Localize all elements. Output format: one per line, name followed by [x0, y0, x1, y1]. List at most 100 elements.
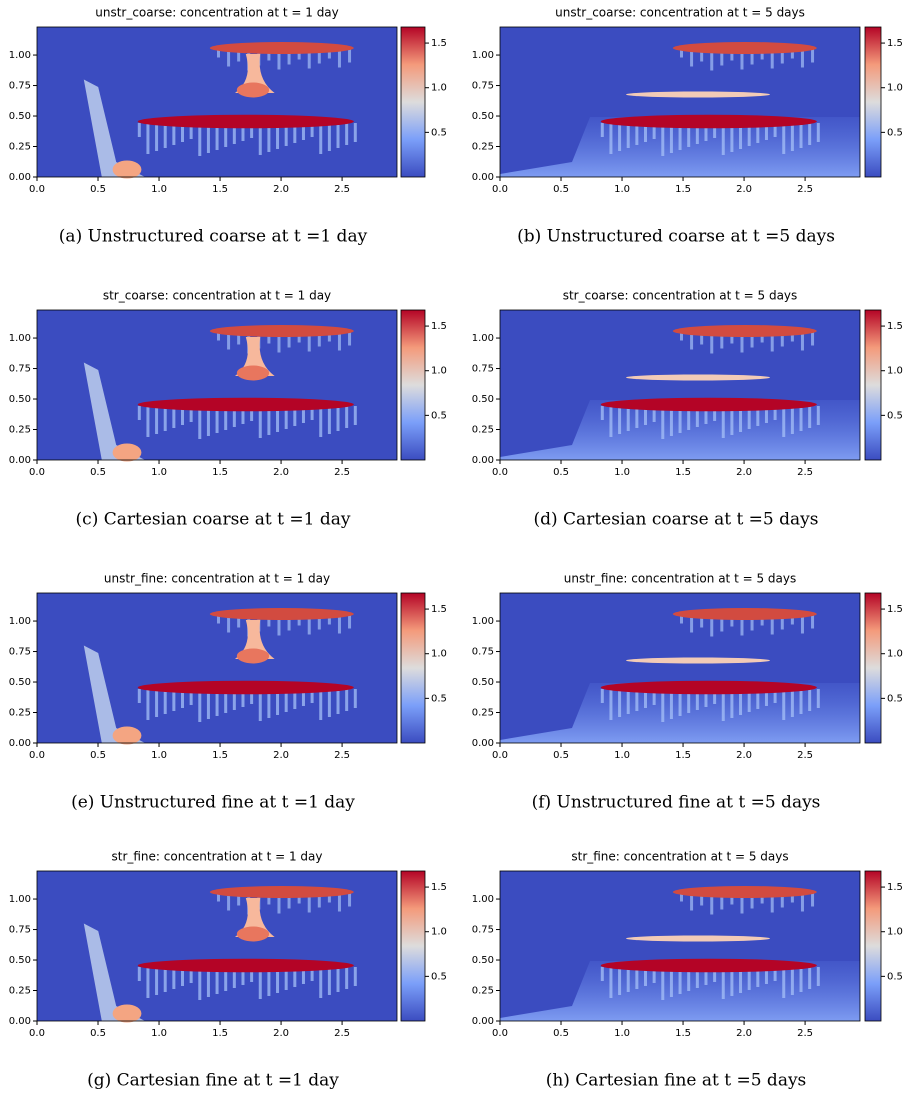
concentration-field	[730, 615, 734, 627]
concentration-field	[237, 615, 241, 628]
concentration-field	[782, 967, 786, 998]
concentration-field	[721, 689, 725, 721]
concentration-field	[790, 689, 794, 717]
concentration-field	[189, 689, 193, 705]
concentration-field	[83, 645, 145, 743]
concentration-field	[720, 893, 724, 910]
concentration-field	[690, 893, 694, 911]
concentration-field	[739, 123, 743, 149]
concentration-field	[500, 961, 590, 1018]
caption: (b) Unstructured coarse at t =5 days	[517, 227, 835, 247]
concentration-field	[760, 893, 764, 904]
concentration-field	[721, 967, 725, 999]
concentration-field	[600, 689, 604, 703]
concentration-field	[687, 406, 691, 430]
x-tick-label: 1.0	[614, 750, 630, 761]
concentration-field	[661, 967, 665, 1000]
concentration-field	[336, 406, 340, 431]
concentration-field	[287, 332, 291, 348]
concentration-field	[276, 967, 280, 993]
concentration-field	[236, 82, 270, 98]
concentration-field	[155, 123, 159, 151]
plot-frame	[499, 592, 861, 744]
concentration-field	[235, 620, 275, 659]
concentration-field	[345, 689, 349, 711]
x-tick-label: 1.0	[614, 1028, 630, 1039]
concentration-field	[276, 406, 280, 432]
concentration-field	[237, 49, 241, 62]
concentration-field	[277, 615, 281, 636]
plot-frame	[499, 870, 861, 1022]
caption: (c) Cartesian coarse at t =1 day	[76, 510, 351, 530]
concentration-field	[700, 332, 704, 345]
concentration-field	[206, 967, 210, 997]
concentration-field	[700, 49, 704, 62]
concentration-field	[345, 406, 349, 428]
panel: unstr_fine: concentration at t = 1 day 0.…	[9, 572, 447, 813]
panel: unstr_coarse: concentration at t = 5 day…	[472, 6, 903, 247]
concentration-field	[695, 123, 699, 144]
concentration-field	[267, 689, 271, 718]
y-tick-label: 0.75	[9, 925, 31, 936]
concentration-field	[790, 49, 794, 59]
x-tick-label: 0.0	[492, 1028, 508, 1039]
concentration-field	[348, 615, 352, 629]
concentration-field	[209, 886, 354, 898]
panel-title: unstr_coarse: concentration at t = 1 day	[95, 6, 339, 20]
concentration-field	[217, 49, 220, 58]
concentration-field	[730, 893, 734, 905]
concentration-field	[267, 406, 271, 435]
concentration-field	[232, 689, 236, 710]
x-tick-label: 1.5	[675, 750, 691, 761]
concentration-field	[811, 615, 815, 629]
y-tick-label: 0.00	[9, 1016, 31, 1027]
concentration-field	[721, 123, 725, 155]
concentration-field	[661, 689, 665, 722]
y-tick-label: 0.50	[472, 394, 494, 405]
concentration-field	[678, 123, 682, 150]
concentration-field	[163, 967, 167, 992]
colorbar-tick-label: 1.5	[431, 604, 447, 615]
panel: str_coarse: concentration at t = 5 days 0…	[472, 289, 903, 530]
concentration-field	[600, 967, 604, 981]
colorbar-tick-label: 1.5	[431, 882, 447, 893]
concentration-field	[704, 123, 708, 141]
concentration-field	[644, 123, 647, 142]
concentration-field	[680, 332, 683, 341]
x-tick-label: 0.0	[29, 750, 45, 761]
concentration-field	[635, 123, 639, 145]
concentration-field	[500, 683, 590, 740]
concentration-field	[626, 91, 770, 98]
concentration-field	[816, 123, 820, 142]
concentration-field	[217, 615, 220, 624]
concentration-field	[336, 123, 340, 148]
concentration-field	[198, 967, 202, 1000]
concentration-field	[747, 123, 751, 146]
concentration-field	[626, 935, 770, 942]
concentration-field	[348, 49, 352, 63]
concentration-field	[500, 117, 590, 174]
y-tick-label: 0.00	[9, 738, 31, 749]
panel-title: str_coarse: concentration at t = 1 day	[103, 289, 331, 303]
concentration-field	[713, 406, 717, 421]
concentration-field	[181, 123, 184, 142]
concentration-field	[644, 406, 647, 425]
concentration-field	[163, 123, 167, 148]
concentration-field	[224, 123, 228, 147]
concentration-field	[163, 689, 167, 714]
x-tick-label: 0.0	[29, 1028, 45, 1039]
concentration-field	[232, 123, 236, 144]
y-tick-label: 1.00	[472, 333, 494, 344]
concentration-field	[626, 967, 630, 992]
concentration-field	[327, 967, 331, 995]
concentration-field	[353, 406, 357, 425]
concentration-field	[215, 967, 219, 994]
colorbar-tick-label: 1.5	[431, 38, 447, 49]
y-tick-label: 0.00	[472, 738, 494, 749]
concentration-field	[720, 615, 724, 632]
concentration-field	[209, 608, 354, 620]
concentration-field	[730, 332, 734, 344]
concentration-field	[609, 406, 613, 437]
panel: str_fine: concentration at t = 5 days 0.0…	[472, 850, 903, 1091]
concentration-field	[800, 49, 804, 68]
